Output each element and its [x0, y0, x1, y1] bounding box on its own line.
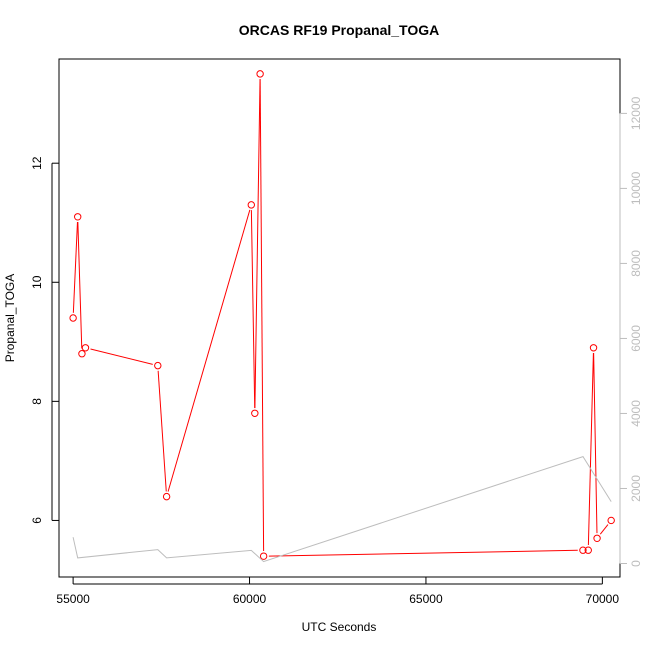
plot-frame: [58, 58, 621, 578]
right-axis-tick-label: 10000: [629, 171, 643, 205]
bottom-axis: 55000 60000 65000 70000: [56, 577, 619, 606]
series-segment: [599, 524, 609, 535]
series-segment: [72, 221, 78, 313]
right-axis-tick-label: 6000: [629, 325, 643, 352]
data-point: [251, 409, 259, 417]
data-point: [69, 314, 77, 322]
data-point: [162, 492, 171, 501]
series-segment: [587, 352, 594, 546]
left-axis-tick-label: 10: [30, 275, 44, 289]
series-segment: [268, 549, 578, 557]
data-point: [256, 70, 264, 78]
right-axis-tick-label: 12000: [629, 96, 643, 130]
data-point: [607, 516, 615, 525]
data-point: [78, 350, 86, 358]
series-segment: [259, 79, 265, 551]
bottom-axis-tick-label: 70000: [586, 592, 620, 606]
series-segment: [77, 221, 83, 349]
series-segment: [254, 79, 261, 409]
chart-title: ORCAS RF19 Propanal_TOGA: [239, 22, 439, 38]
right-axis-tick-label: 2000: [629, 475, 643, 502]
left-axis-tick-label: 8: [30, 398, 44, 405]
series-segment: [250, 210, 256, 409]
data-point: [81, 344, 90, 352]
data-point: [589, 344, 598, 352]
series-segment: [90, 348, 153, 365]
data-point: [154, 361, 162, 370]
x-axis-label: UTC Seconds: [302, 620, 377, 634]
left-axis-tick-label: 6: [30, 517, 44, 524]
right-axis-tick-label: 8000: [629, 250, 643, 277]
series-layer: [69, 70, 615, 563]
y-axis-label: Propanal_TOGA: [3, 274, 17, 363]
left-axis-tick-label: 12: [30, 156, 44, 170]
data-point: [247, 201, 255, 209]
right-axis-tick-label: 4000: [629, 400, 643, 427]
data-point: [74, 213, 82, 221]
bottom-axis-tick-label: 60000: [233, 592, 267, 606]
series-segment: [157, 370, 167, 492]
data-point: [579, 546, 587, 554]
bottom-axis-tick-label: 65000: [409, 592, 443, 606]
series-segment: [167, 209, 251, 492]
data-point: [584, 546, 592, 554]
right-axis-tick-label: 0: [629, 560, 643, 567]
series-segment: [593, 352, 598, 534]
data-point: [259, 552, 268, 560]
bottom-axis-tick-label: 55000: [56, 592, 90, 606]
data-point: [593, 534, 601, 542]
series-line: [72, 456, 612, 563]
right-axis: 0 2000 4000 6000 8000 10000 12000: [619, 96, 643, 567]
left-axis: 6 8 10 12: [30, 156, 59, 524]
